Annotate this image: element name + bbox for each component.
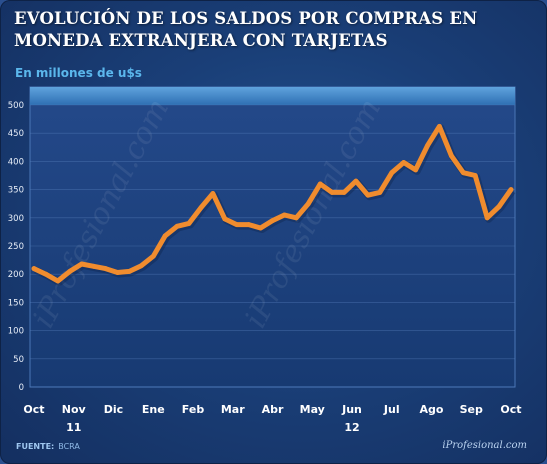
data-point [353, 178, 359, 184]
data-point [401, 160, 407, 165]
data-point [329, 190, 335, 195]
data-point [198, 205, 204, 211]
data-point [496, 204, 502, 209]
data-point [115, 270, 120, 275]
data-point [270, 218, 275, 224]
data-point [246, 222, 252, 227]
data-point [305, 201, 311, 207]
y-tick-label: 300 [8, 214, 24, 224]
data-point [150, 253, 156, 259]
x-tick-label: Mar [221, 403, 245, 416]
data-point [508, 187, 514, 193]
y-tick-label: 450 [8, 129, 24, 139]
x-tick-label: Dic [104, 403, 123, 416]
x-tick-label: Nov [62, 403, 87, 416]
data-point [67, 268, 73, 274]
data-point [413, 167, 418, 173]
year-label: 11 [66, 421, 81, 434]
data-point [126, 268, 132, 274]
data-point [437, 124, 442, 129]
data-point [186, 221, 192, 226]
data-point [365, 192, 371, 198]
x-tick-label: Oct [500, 403, 521, 416]
data-point [79, 261, 85, 267]
y-tick-label: 50 [13, 355, 24, 365]
data-point [31, 266, 37, 271]
x-tick-label: Feb [182, 403, 205, 416]
x-tick-label: Abr [262, 403, 284, 416]
data-point [234, 222, 240, 227]
year-label: 12 [344, 421, 359, 434]
data-point [341, 190, 347, 195]
data-point [43, 271, 49, 277]
brand-logo-text: iProfesional.com [442, 440, 527, 451]
plot-header-band [30, 87, 515, 105]
data-point [317, 181, 323, 187]
y-tick-label: 100 [8, 327, 24, 337]
y-tick-label: 500 [8, 101, 24, 111]
data-point [174, 223, 180, 229]
data-point [377, 190, 383, 195]
data-point [162, 233, 168, 239]
data-point [460, 170, 466, 176]
data-point [55, 278, 61, 284]
x-tick-label: May [300, 403, 325, 416]
source-label: FUENTE: [16, 442, 55, 451]
source-note: FUENTE: BCRA [16, 442, 80, 451]
x-tick-label: Jun [341, 403, 362, 416]
y-tick-label: 200 [8, 270, 24, 280]
data-point [484, 215, 490, 221]
data-point [293, 215, 299, 221]
chart-title-line-1: EVOLUCIÓN DE LOS SALDOS POR COMPRAS EN [14, 9, 478, 28]
data-point [222, 216, 228, 222]
data-point [91, 263, 97, 269]
data-point [103, 266, 108, 271]
unit-label: En millones de u$s [15, 66, 142, 80]
x-tick-label: Ene [142, 403, 165, 416]
x-tick-label: Ago [420, 403, 444, 416]
x-tick-label: Oct [23, 403, 44, 416]
data-point [282, 212, 287, 218]
x-tick-label: Sep [460, 403, 483, 416]
data-point [210, 191, 216, 196]
chart-title-line-2: MONEDA EXTRANJERA CON TARJETAS [14, 31, 388, 50]
data-point [425, 143, 430, 149]
data-point [389, 170, 395, 176]
y-tick-label: 0 [19, 383, 24, 393]
y-tick-label: 250 [8, 242, 24, 252]
data-point [138, 263, 144, 269]
x-tick-label: Jul [383, 403, 400, 416]
data-point [448, 153, 454, 159]
y-tick-label: 350 [8, 186, 24, 196]
y-tick-label: 400 [8, 157, 24, 167]
data-point [258, 225, 263, 231]
source-value: BCRA [58, 442, 80, 451]
data-point [472, 173, 478, 178]
y-tick-label: 150 [8, 298, 24, 308]
